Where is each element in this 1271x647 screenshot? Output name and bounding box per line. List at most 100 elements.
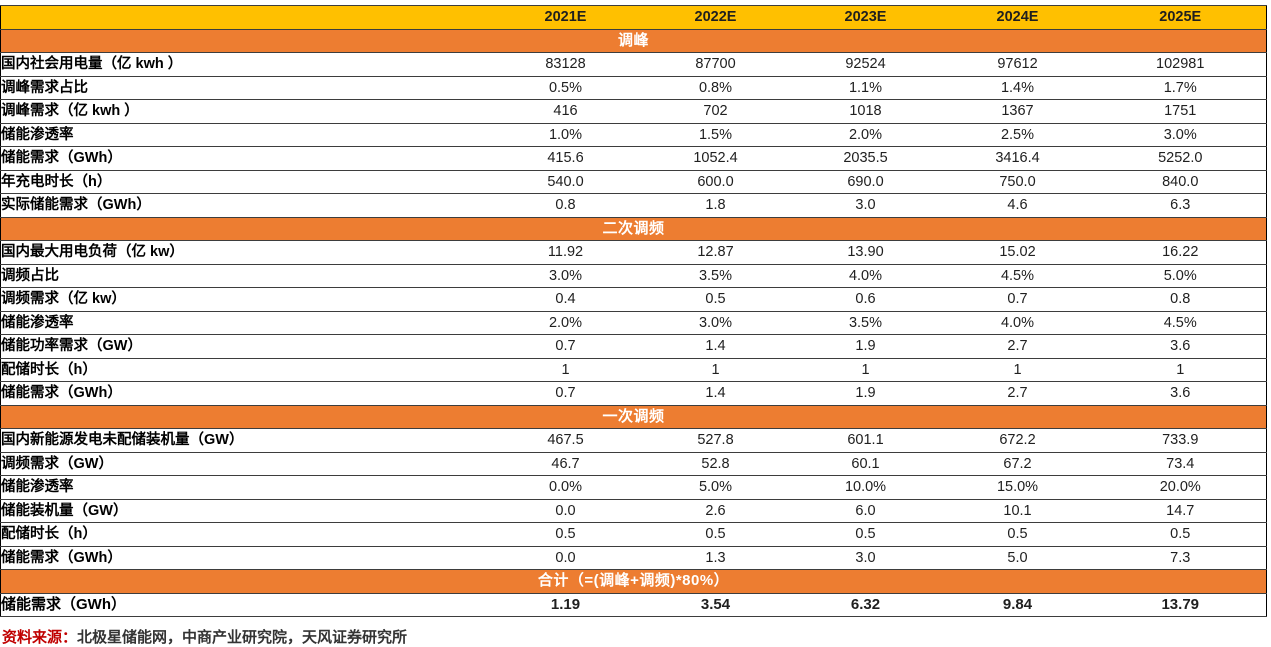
cell-value: 20.0% xyxy=(1094,475,1267,500)
section-header-row: 二次调频 xyxy=(0,216,1267,241)
cell-value: 416 xyxy=(490,99,641,124)
cell-value: 672.2 xyxy=(940,428,1095,453)
row-label: 储能渗透率 xyxy=(0,122,491,147)
cell-value: 1.4% xyxy=(940,75,1095,100)
cell-value: 97612 xyxy=(940,52,1095,77)
cell-value: 0.5 xyxy=(940,522,1095,547)
table-row: 储能功率需求（GW） 0.7 1.4 1.9 2.7 3.6 xyxy=(0,334,1267,359)
cell-value: 0.0 xyxy=(490,498,641,523)
cell-value: 6.0 xyxy=(790,498,941,523)
cell-value: 3.0% xyxy=(1094,122,1267,147)
cell-value: 5.0% xyxy=(1094,263,1267,288)
cell-value: 5.0 xyxy=(940,545,1095,570)
cell-value: 5.0% xyxy=(640,475,791,500)
cell-value: 2.0% xyxy=(490,310,641,335)
cell-value: 16.22 xyxy=(1094,240,1267,265)
row-label: 调峰需求（亿 kwh ） xyxy=(0,99,491,124)
row-label: 国内最大用电负荷（亿 kw） xyxy=(0,240,491,265)
cell-value: 0.7 xyxy=(940,287,1095,312)
cell-value: 1052.4 xyxy=(640,146,791,171)
cell-value: 0.4 xyxy=(490,287,641,312)
row-label: 储能装机量（GW） xyxy=(0,498,491,523)
cell-value: 1.4 xyxy=(640,334,791,359)
cell-value: 2.7 xyxy=(940,381,1095,406)
year-column-header: 2025E xyxy=(1094,5,1267,30)
cell-value: 2.7 xyxy=(940,334,1095,359)
cell-value: 1751 xyxy=(1094,99,1267,124)
cell-value: 0.5 xyxy=(1094,522,1267,547)
row-label: 储能功率需求（GW） xyxy=(0,334,491,359)
cell-value: 1.19 xyxy=(490,592,641,617)
energy-storage-forecast-table-wrap: 2021E 2022E 2023E 2024E 2025E 调峰 国内社会用电量（亿 kw… xyxy=(0,5,1267,617)
cell-value: 0.8 xyxy=(1094,287,1267,312)
cell-value: 46.7 xyxy=(490,451,641,476)
year-header-row-container: 2021E 2022E 2023E 2024E 2025E xyxy=(0,5,1267,30)
cell-value: 60.1 xyxy=(790,451,941,476)
row-label: 配储时长（h） xyxy=(0,357,491,382)
cell-value: 600.0 xyxy=(640,169,791,194)
cell-value: 102981 xyxy=(1094,52,1267,77)
cell-value: 4.5% xyxy=(940,263,1095,288)
cell-value: 73.4 xyxy=(1094,451,1267,476)
cell-value: 1 xyxy=(490,357,641,382)
section-header-row: 合计（=(调峰+调频)*80%） xyxy=(0,569,1267,594)
cell-value: 87700 xyxy=(640,52,791,77)
table-row: 储能渗透率 2.0% 3.0% 3.5% 4.0% 4.5% xyxy=(0,310,1267,335)
section-title: 合计（=(调峰+调频)*80%） xyxy=(0,569,1267,594)
cell-value: 527.8 xyxy=(640,428,791,453)
cell-value: 0.5 xyxy=(640,522,791,547)
cell-value: 2.5% xyxy=(940,122,1095,147)
cell-value: 1018 xyxy=(790,99,941,124)
cell-value: 1.7% xyxy=(1094,75,1267,100)
table-row: 储能渗透率 0.0% 5.0% 10.0% 15.0% 20.0% xyxy=(0,475,1267,500)
cell-value: 6.3 xyxy=(1094,193,1267,218)
table-row: 调峰需求占比 0.5% 0.8% 1.1% 1.4% 1.7% xyxy=(0,75,1267,100)
cell-value: 540.0 xyxy=(490,169,641,194)
cell-value: 15.02 xyxy=(940,240,1095,265)
cell-value: 14.7 xyxy=(1094,498,1267,523)
section-header-row: 调峰 xyxy=(0,28,1267,53)
cell-value: 7.3 xyxy=(1094,545,1267,570)
cell-value: 0.0 xyxy=(490,545,641,570)
table-row: 配储时长（h） 0.5 0.5 0.5 0.5 0.5 xyxy=(0,522,1267,547)
cell-value: 4.0% xyxy=(790,263,941,288)
cell-value: 1.5% xyxy=(640,122,791,147)
row-label: 调频需求（亿 kw） xyxy=(0,287,491,312)
year-column-header: 2021E xyxy=(490,5,641,30)
cell-value: 3.0% xyxy=(640,310,791,335)
section-header-row: 一次调频 xyxy=(0,404,1267,429)
cell-value: 0.8% xyxy=(640,75,791,100)
source-label: 资料来源： xyxy=(2,629,78,646)
cell-value: 4.6 xyxy=(940,193,1095,218)
cell-value: 1.9 xyxy=(790,381,941,406)
cell-value: 733.9 xyxy=(1094,428,1267,453)
table-row: 储能需求（GWh） 0.7 1.4 1.9 2.7 3.6 xyxy=(0,381,1267,406)
cell-value: 67.2 xyxy=(940,451,1095,476)
table-row: 调峰需求（亿 kwh ） 416 702 1018 1367 1751 xyxy=(0,99,1267,124)
year-column-header: 2022E xyxy=(640,5,791,30)
cell-value: 0.6 xyxy=(790,287,941,312)
section-title: 调峰 xyxy=(0,28,1267,53)
cell-value: 467.5 xyxy=(490,428,641,453)
cell-value: 1367 xyxy=(940,99,1095,124)
cell-value: 690.0 xyxy=(790,169,941,194)
cell-value: 0.5 xyxy=(490,522,641,547)
cell-value: 1 xyxy=(640,357,791,382)
cell-value: 1 xyxy=(790,357,941,382)
row-label: 储能渗透率 xyxy=(0,310,491,335)
cell-value: 92524 xyxy=(790,52,941,77)
cell-value: 10.0% xyxy=(790,475,941,500)
cell-value: 12.87 xyxy=(640,240,791,265)
cell-value: 601.1 xyxy=(790,428,941,453)
cell-value: 13.90 xyxy=(790,240,941,265)
cell-value: 3416.4 xyxy=(940,146,1095,171)
cell-value: 3.6 xyxy=(1094,334,1267,359)
cell-value: 13.79 xyxy=(1094,592,1267,617)
table-row: 国内最大用电负荷（亿 kw） 11.92 12.87 13.90 15.02 16.22 xyxy=(0,240,1267,265)
row-label: 国内新能源发电未配储装机量（GW） xyxy=(0,428,491,453)
cell-value: 1.1% xyxy=(790,75,941,100)
cell-value: 0.7 xyxy=(490,334,641,359)
year-column-header: 2024E xyxy=(940,5,1095,30)
row-label: 储能需求（GWh） xyxy=(0,592,491,617)
cell-value: 2035.5 xyxy=(790,146,941,171)
